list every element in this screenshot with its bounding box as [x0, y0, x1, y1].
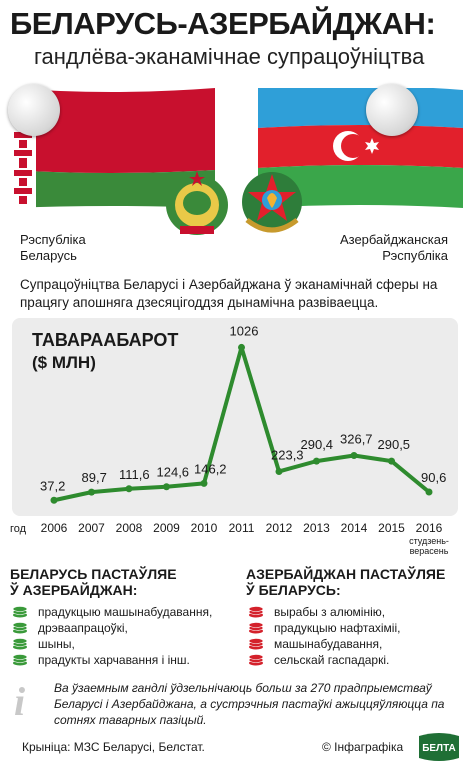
data-point [88, 488, 95, 496]
data-label: 90,6 [421, 470, 446, 485]
belarus-export-list-item-label: прадукты харчавання і інш. [38, 653, 190, 667]
data-label: 1026 [230, 323, 259, 338]
x-tick-label: 2011 [229, 521, 255, 535]
data-point [163, 483, 170, 491]
belarus-export-list-item-label: прадукцыю машынабудавання, [38, 605, 213, 619]
data-label: 37,2 [40, 478, 65, 493]
coin-stack-icon [12, 606, 28, 618]
data-label: 111,6 [119, 467, 150, 482]
source-text: Крыніца: МЗС Беларусі, Белстат. [22, 740, 205, 754]
x-tick-label: 2007 [78, 521, 105, 535]
data-label: 124,6 [157, 465, 190, 480]
data-point [313, 457, 320, 465]
coin-stack-icon [12, 638, 28, 650]
belarus-export-list-item-label: дрэваапрацоўкі, [38, 621, 128, 635]
chart-xlabel: год [10, 523, 27, 535]
data-label: 290,4 [301, 437, 334, 452]
chart-panel [12, 318, 458, 516]
belarus-export-list-item: прадукцыю машынабудавання, [10, 604, 230, 620]
info-icon: i [14, 679, 26, 724]
data-point [50, 496, 58, 504]
belarus-exports: БЕЛАРУСЬ ПАСТАЎЛЯЕ Ў АЗЕРБАЙДЖАН: прадук… [10, 566, 230, 668]
belarus-export-list-item: шыны, [10, 636, 230, 652]
data-point [275, 467, 283, 475]
azerbaijan-exports: АЗЕРБАЙДЖАН ПАСТАЎЛЯЕ Ў БЕЛАРУСЬ: вырабы… [246, 566, 466, 668]
intro-text: Супрацоўніцтва Беларусі і Азербайджана ў… [20, 277, 438, 310]
x-tick-label: 2013 [303, 521, 330, 535]
data-label: 223,3 [271, 447, 304, 462]
data-label: 89,7 [82, 470, 107, 485]
x-tick-label: 2008 [116, 521, 143, 535]
x-tick-label: 2014 [341, 521, 368, 535]
coin-stack-icon [12, 654, 28, 666]
belarus-exports-heading-line1: БЕЛАРУСЬ ПАСТАЎЛЯЕ [10, 566, 177, 582]
belarus-export-list-item-label: шыны, [38, 637, 75, 651]
azerbaijan-exports-heading: АЗЕРБАЙДЖАН ПАСТАЎЛЯЕ Ў БЕЛАРУСЬ: [246, 566, 466, 598]
data-label: 290,5 [378, 437, 411, 452]
chart-title: ТАВАРААБАРОТ [32, 330, 178, 350]
azerbaijan-exports-heading-line1: АЗЕРБАЙДЖАН ПАСТАЎЛЯЕ [246, 566, 446, 582]
x-tick-label: 2009 [153, 521, 180, 535]
coin-stack-icon [248, 606, 264, 618]
azerbaijan-globe-icon [366, 84, 418, 136]
info-note: i Ва ўзаемным гандлі ўдзельнічаюць больш… [10, 679, 460, 727]
azerbaijan-exports-heading-line2: Ў БЕЛАРУСЬ: [246, 582, 341, 598]
x-tick-label: 2016 [416, 521, 443, 535]
coin-stack-icon [248, 638, 264, 650]
belarus-label: Рэспубліка Беларусь [20, 232, 86, 264]
x-tick-label: 2006 [41, 521, 68, 535]
x-tick-label: 2015 [378, 521, 405, 535]
info-text: Ва ўзаемным гандлі ўдзельнічаюць больш з… [54, 681, 445, 727]
data-point [388, 457, 395, 465]
azerbaijan-export-list-item-label: прадукцыю нафтахіміі, [274, 621, 401, 635]
azerbaijan-export-list-item: вырабы з алюмінію, [246, 604, 466, 620]
data-point [425, 488, 433, 496]
azerbaijan-emblem-icon [242, 172, 302, 233]
data-label: 326,7 [340, 432, 373, 447]
belarus-exports-heading: БЕЛАРУСЬ ПАСТАЎЛЯЕ Ў АЗЕРБАЙДЖАН: [10, 566, 230, 598]
belarus-emblem-icon [166, 171, 228, 235]
x-tick-label: 2010 [191, 521, 218, 535]
azerbaijan-export-list-item: машынабудавання, [246, 636, 466, 652]
belta-logo-text: БЕЛТА [422, 743, 456, 754]
azerbaijan-export-list-item-label: машынабудавання, [274, 637, 383, 651]
data-label: 146,2 [194, 461, 227, 476]
azerbaijan-export-list-item-label: сельскай гаспадаркі. [274, 653, 390, 667]
coin-stack-icon [248, 654, 264, 666]
coin-stack-icon [248, 622, 264, 634]
belarus-globe-icon [8, 84, 60, 136]
coin-stack-icon [12, 622, 28, 634]
data-point [200, 479, 208, 487]
trade-turnover-chart: ТАВАРААБАРОТ ($ МЛН) год 37,2 2006 89,7 200… [10, 318, 458, 556]
belarus-label-text: Рэспубліка Беларусь [20, 232, 86, 263]
azerbaijan-label: Азербайджанская Рэспубліка [340, 232, 448, 264]
belarus-export-list-item: дрэваапрацоўкі, [10, 620, 230, 636]
azerbaijan-export-list-item-label: вырабы з алюмінію, [274, 605, 386, 619]
azerbaijan-export-list-item: прадукцыю нафтахіміі, [246, 620, 466, 636]
belarus-exports-heading-line2: Ў АЗЕРБАЙДЖАН: [10, 582, 138, 598]
data-point [350, 452, 358, 460]
copyright-text: © Інфаграфіка [322, 740, 404, 754]
belta-logo: БЕЛТА [419, 733, 459, 761]
azerbaijan-export-list-item: сельскай гаспадаркі. [246, 652, 466, 668]
page-subtitle: гандлёва-эканамічнае супрацоўніцтва [34, 44, 425, 69]
belarus-export-list-item: прадукты харчавання і інш. [10, 652, 230, 668]
azerbaijan-label-text: Азербайджанская Рэспубліка [339, 232, 448, 263]
data-point [238, 343, 245, 351]
x-tick-note: студзень-верасень [409, 536, 449, 556]
chart-ylabel: ($ МЛН) [32, 353, 96, 372]
x-tick-label: 2012 [266, 521, 293, 535]
page-title: БЕЛАРУСЬ-АЗЕРБАЙДЖАН: [10, 6, 436, 41]
data-point [125, 485, 133, 493]
